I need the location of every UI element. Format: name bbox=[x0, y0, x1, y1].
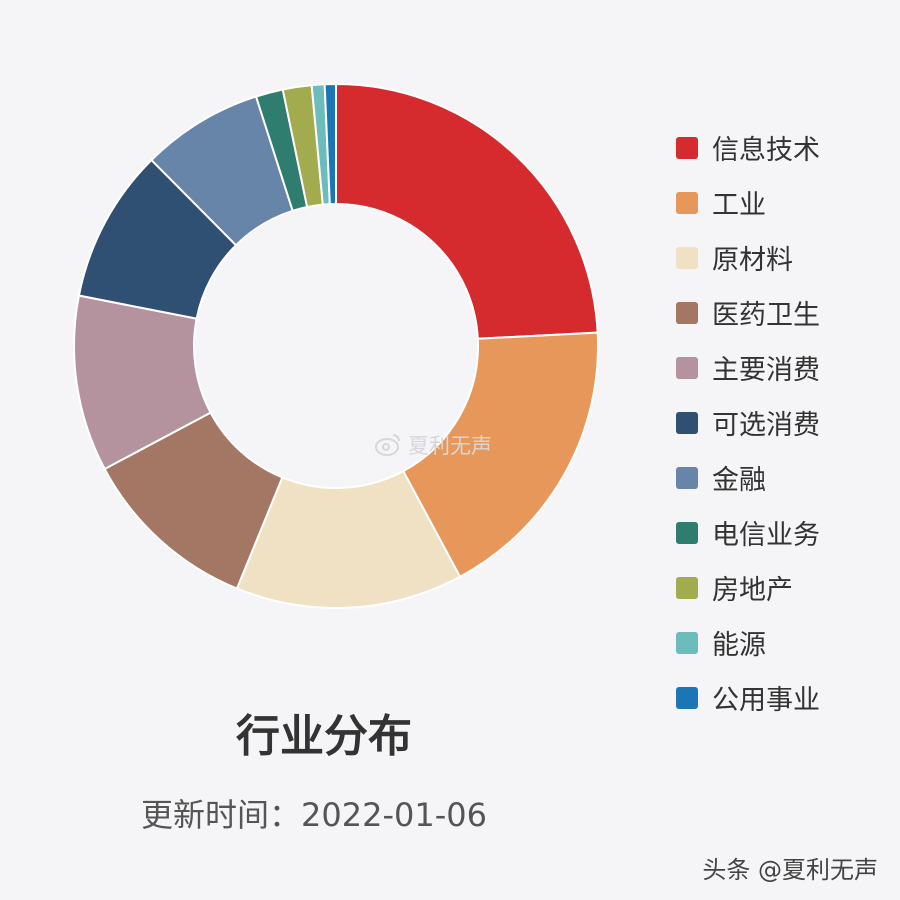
donut-chart bbox=[73, 82, 599, 609]
legend-item: 信息技术 bbox=[676, 120, 820, 175]
legend-swatch bbox=[676, 356, 698, 379]
legend-item: 能源 bbox=[676, 615, 820, 670]
donut-slice-2 bbox=[401, 331, 599, 579]
legend-swatch bbox=[676, 686, 698, 709]
legend-swatch bbox=[676, 301, 698, 324]
corner-watermark: 头条 @夏利无声 bbox=[702, 856, 878, 884]
legend-label: 医药卫生 bbox=[712, 300, 820, 331]
legend-item: 可选消费 bbox=[676, 395, 820, 450]
chart-title: 行业分布 bbox=[236, 711, 412, 762]
legend-label: 工业 bbox=[712, 190, 766, 221]
legend-label: 可选消费 bbox=[712, 410, 820, 441]
legend-swatch bbox=[676, 521, 698, 544]
legend-label: 主要消费 bbox=[712, 355, 820, 386]
legend-swatch bbox=[676, 466, 698, 489]
chart-legend: 信息技术工业原材料医药卫生主要消费可选消费金融电信业务房地产能源公用事业 bbox=[676, 120, 820, 725]
center-watermark-text: 夏利无声 bbox=[408, 434, 492, 458]
legend-swatch bbox=[676, 246, 698, 269]
legend-label: 电信业务 bbox=[712, 520, 820, 551]
weibo-icon bbox=[375, 434, 400, 456]
legend-label: 信息技术 bbox=[712, 135, 820, 166]
legend-swatch bbox=[676, 191, 698, 214]
legend-label: 能源 bbox=[712, 630, 766, 661]
legend-item: 电信业务 bbox=[676, 505, 820, 560]
donut-slice-3 bbox=[235, 469, 462, 609]
donut-slice-11 bbox=[323, 82, 337, 206]
legend-label: 原材料 bbox=[712, 245, 793, 276]
center-watermark: 夏利无声 bbox=[374, 430, 492, 460]
legend-label: 公用事业 bbox=[712, 685, 820, 716]
legend-swatch bbox=[676, 576, 698, 599]
legend-item: 公用事业 bbox=[676, 670, 820, 725]
legend-swatch bbox=[676, 411, 698, 434]
legend-item: 金融 bbox=[676, 450, 820, 505]
legend-label: 金融 bbox=[712, 465, 766, 496]
donut-slice-1 bbox=[335, 82, 599, 340]
legend-swatch bbox=[676, 631, 698, 654]
legend-swatch bbox=[676, 136, 698, 159]
legend-label: 房地产 bbox=[712, 575, 793, 606]
legend-item: 工业 bbox=[676, 175, 820, 230]
legend-item: 主要消费 bbox=[676, 340, 820, 395]
legend-item: 医药卫生 bbox=[676, 285, 820, 340]
legend-item: 原材料 bbox=[676, 230, 820, 285]
legend-item: 房地产 bbox=[676, 560, 820, 615]
update-date: 更新时间：2022-01-06 bbox=[141, 796, 487, 834]
